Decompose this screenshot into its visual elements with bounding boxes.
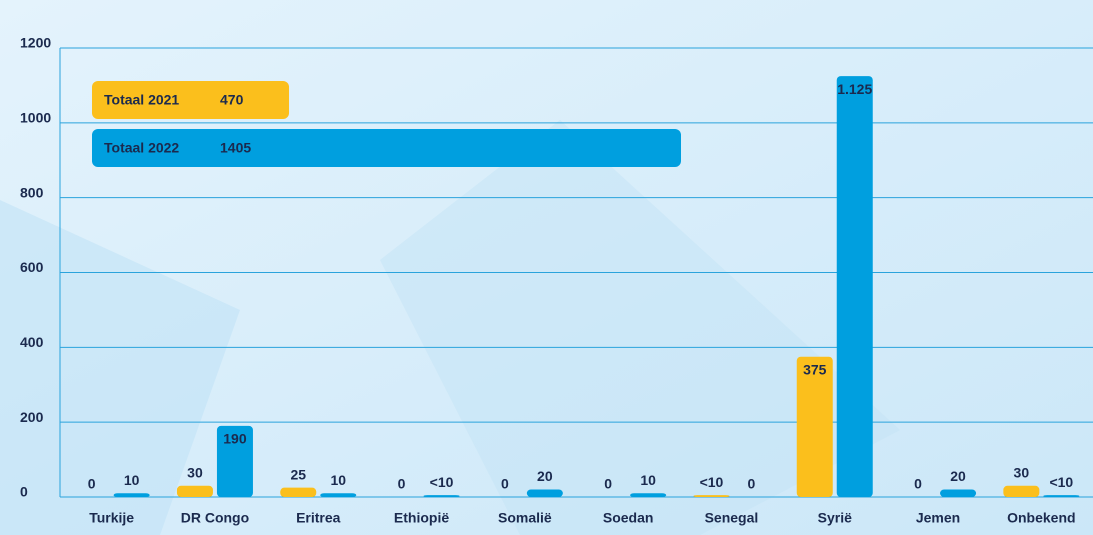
bar — [423, 495, 460, 497]
value-label: 30 — [1014, 464, 1030, 480]
value-label: 0 — [501, 476, 509, 492]
bar — [796, 356, 833, 497]
x-tick-label: Syrië — [818, 510, 852, 526]
value-label: 190 — [223, 431, 247, 447]
bar — [1043, 495, 1080, 497]
legend-label: Totaal 2021 — [104, 92, 179, 108]
value-label: 10 — [330, 472, 346, 488]
value-label: 20 — [537, 468, 553, 484]
total-label: 470 — [220, 92, 244, 108]
bar — [1003, 485, 1040, 497]
y-tick-label: 1000 — [20, 110, 51, 126]
x-tick-label: Turkije — [89, 510, 134, 526]
value-label: 1.125 — [837, 81, 872, 97]
x-tick-label: Eritrea — [296, 510, 341, 526]
bar — [320, 493, 357, 497]
bar — [113, 493, 150, 497]
x-tick-label: Somalië — [498, 510, 552, 526]
value-label: <10 — [1049, 474, 1073, 490]
value-label: 0 — [748, 476, 756, 492]
y-tick-label: 600 — [20, 259, 44, 275]
value-label: 25 — [290, 466, 306, 482]
y-tick-label: 800 — [20, 184, 44, 200]
decor — [380, 120, 900, 535]
bar — [526, 489, 563, 497]
bar — [630, 493, 667, 497]
value-label: 10 — [640, 472, 656, 488]
bar — [693, 495, 730, 497]
value-label: 20 — [950, 468, 966, 484]
bar — [176, 485, 213, 497]
value-label: <10 — [700, 474, 724, 490]
total-label: 1405 — [220, 140, 251, 156]
value-label: 375 — [803, 361, 827, 377]
legend-label: Totaal 2022 — [104, 140, 179, 156]
y-tick-label: 400 — [20, 334, 44, 350]
y-tick-label: 1200 — [20, 35, 51, 51]
value-label: 0 — [398, 476, 406, 492]
x-tick-label: Senegal — [705, 510, 759, 526]
x-tick-label: Ethiopië — [394, 510, 449, 526]
bar — [216, 425, 253, 497]
bar — [280, 487, 317, 497]
total-bar — [92, 129, 681, 167]
y-tick-label: 200 — [20, 409, 44, 425]
x-tick-label: Jemen — [916, 510, 960, 526]
x-tick-label: DR Congo — [181, 510, 249, 526]
total-bar — [92, 81, 290, 119]
value-label: 0 — [604, 476, 612, 492]
value-label: <10 — [430, 474, 454, 490]
value-label: 30 — [187, 464, 203, 480]
x-tick-label: Onbekend — [1007, 510, 1075, 526]
value-label: 0 — [914, 476, 922, 492]
x-tick-label: Soedan — [603, 510, 654, 526]
value-label: 10 — [124, 472, 140, 488]
y-tick-label: 0 — [20, 484, 28, 500]
value-label: 0 — [88, 476, 96, 492]
bar — [940, 489, 977, 497]
bar — [836, 76, 873, 497]
